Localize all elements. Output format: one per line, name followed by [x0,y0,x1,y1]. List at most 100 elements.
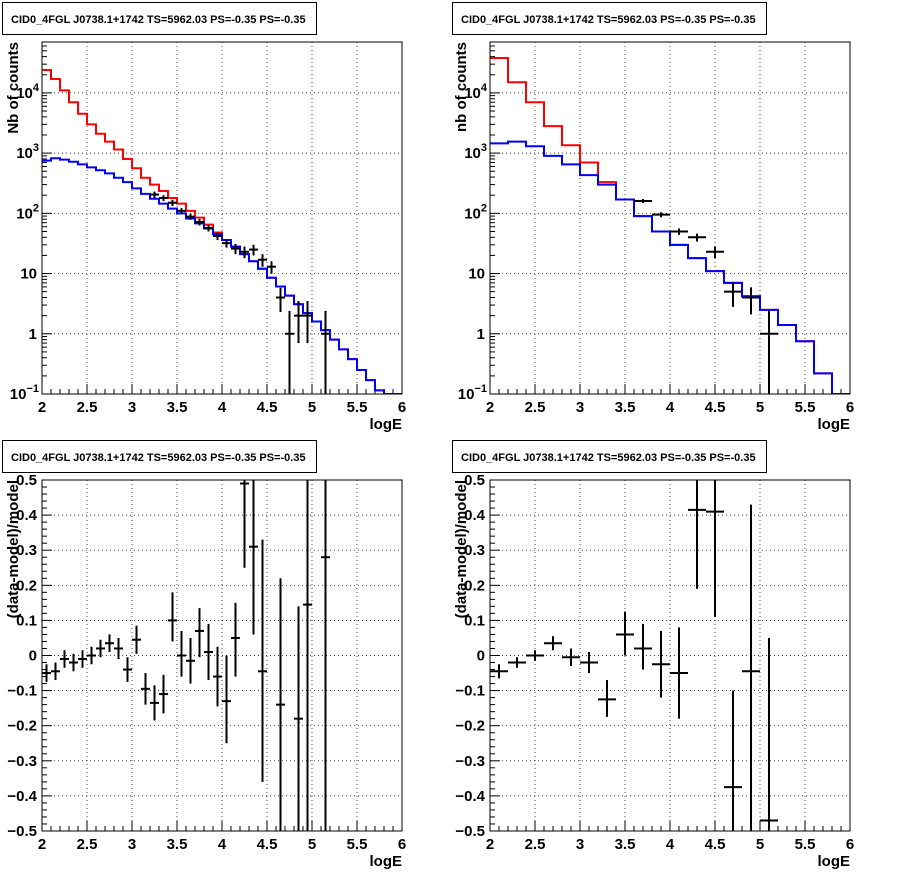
x-tick-label: 3.5 [167,399,188,416]
y-tick-label: 0.5 [464,472,485,489]
chart-title: CID0_4FGL J0738.1+1742 TS=5962.03 PS=-0.… [461,14,756,26]
data-point [105,634,114,652]
data-point [294,301,303,344]
data-layer [490,56,850,394]
x-tick-label: 2.5 [525,836,546,853]
y-tick-label: 0 [477,648,485,665]
data-layer [42,480,330,831]
data-point [69,653,78,672]
data-point [114,637,123,660]
data-point [760,310,778,394]
data-point [141,673,150,705]
plot-frame [489,41,851,395]
x-tick-label: 3.5 [167,836,188,853]
data-point [724,282,742,307]
data-point [616,611,634,656]
data-point [186,637,195,684]
y-tick-label: −0.2 [7,718,37,735]
data-point [213,232,222,241]
data-point [96,639,105,658]
y-tick-label: −0.5 [7,823,37,840]
data-point [724,690,742,831]
y-tick-label: −0.2 [455,718,485,735]
y-tick-label: 1 [29,326,37,343]
chart-title: CID0_4FGL J0738.1+1742 TS=5962.03 PS=-0.… [11,452,306,464]
data-point [258,539,267,782]
x-tick-label: 3 [576,399,584,416]
data-point [258,254,267,267]
y-tick-label: 10−1 [458,383,487,403]
plot-frame [489,479,851,832]
data-point [159,674,168,714]
x-tick-label: 2 [38,836,46,853]
x-tick-label: 2 [486,836,494,853]
data-point [267,261,276,274]
chart-panel-1: CID0_4FGL J0738.1+1742 TS=5962.03 PS=-0.… [2,2,406,433]
chart-title: CID0_4FGL J0738.1+1742 TS=5962.03 PS=-0.… [461,452,756,464]
data-point [150,191,159,198]
plot-frame [41,479,403,832]
red-histogram-series [490,56,850,394]
x-axis-label: logE [818,853,851,870]
data-point [150,685,159,721]
data-point [562,648,580,667]
y-tick-label: 0.1 [464,612,485,629]
x-tick-label: 5 [308,399,316,416]
chart-panel-2: CID0_4FGL J0738.1+1742 TS=5962.03 PS=-0.… [452,2,854,433]
x-tick-label: 3 [128,836,136,853]
data-point [231,243,240,255]
x-tick-label: 5.5 [795,836,816,853]
y-tick-label: 10−1 [10,383,39,403]
x-tick-label: 4 [666,836,675,853]
data-point [580,651,598,674]
x-tick-label: 6 [398,836,406,853]
x-tick-label: 5 [308,836,316,853]
chart-title-box [2,2,317,35]
data-point [222,655,231,744]
chart-panel-4: CID0_4FGL J0738.1+1742 TS=5962.03 PS=-0.… [452,440,854,870]
y-tick-label: 0 [29,648,37,665]
x-tick-label: 3 [128,399,136,416]
data-point [544,636,562,651]
y-tick-label: 102 [16,202,39,222]
data-point [249,480,258,635]
data-point [706,246,724,259]
y-tick-label: 0.5 [16,472,37,489]
x-tick-label: 6 [846,399,854,416]
y-tick-label: −0.5 [455,823,485,840]
data-point [60,650,69,668]
y-tick-label: −0.1 [455,683,485,700]
data-point [132,625,141,654]
data-point [706,480,724,617]
y-tick-label: 10 [20,266,37,283]
chart-title-box [452,2,767,35]
data-layer [42,68,402,394]
plot-frame [41,41,403,395]
data-layer [490,480,778,831]
data-point [213,646,222,707]
y-tick-label: 0.2 [464,577,485,594]
data-point [634,199,652,204]
data-point [652,212,670,218]
y-tick-label: 0.2 [16,577,37,594]
y-axis-label: (data-model)/model [5,480,22,618]
data-point [742,504,760,831]
x-tick-label: 2 [38,399,46,416]
y-tick-label: 0.4 [16,507,38,524]
x-tick-label: 4 [666,399,675,416]
data-point [652,630,670,698]
data-point [598,680,616,717]
x-tick-label: 4.5 [705,836,726,853]
data-point [123,657,132,682]
x-tick-label: 5.5 [347,836,368,853]
data-point [204,623,213,681]
x-tick-label: 4.5 [705,399,726,416]
y-axis-label: Nb of counts [5,42,22,134]
data-point [294,606,303,831]
x-tick-label: 4 [218,399,227,416]
x-tick-label: 2.5 [77,399,98,416]
blue-histogram-series [490,140,850,394]
y-tick-label: −0.4 [455,788,485,805]
data-point [87,646,96,665]
